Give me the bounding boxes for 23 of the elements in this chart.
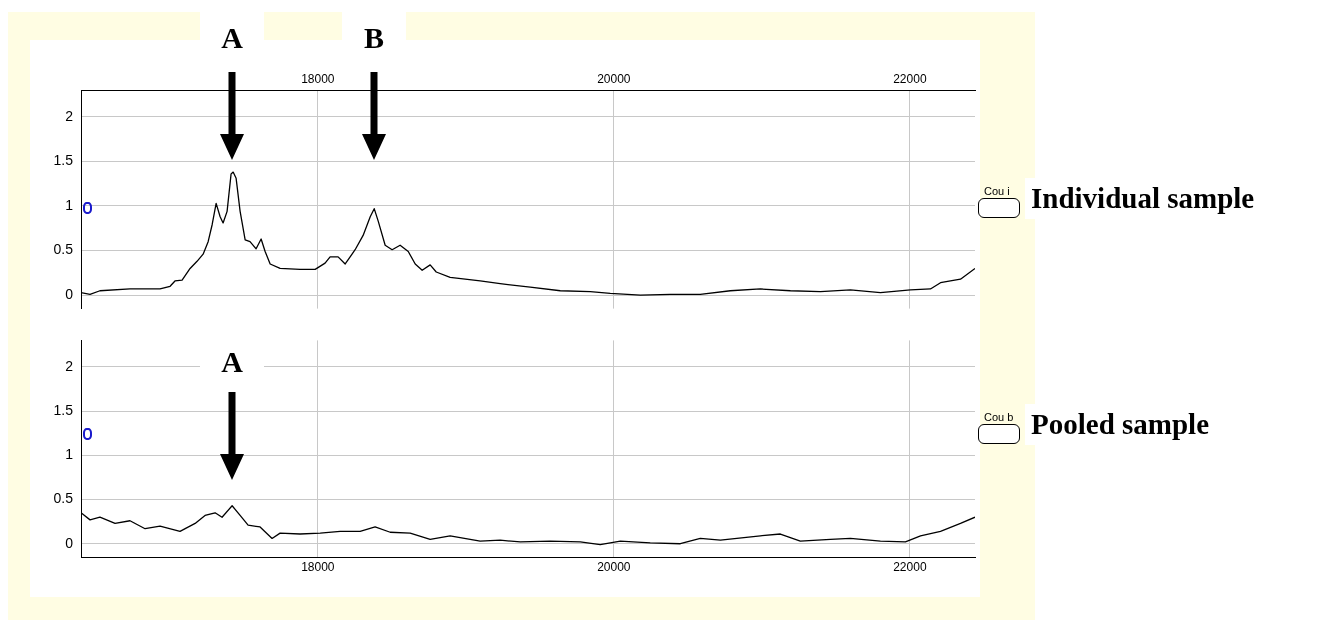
x-tick-label: 22000 xyxy=(893,72,927,87)
text: Individual sample xyxy=(1025,178,1261,219)
x-tick-label: 22000 xyxy=(893,559,927,574)
text: Pooled sample xyxy=(1025,404,1216,445)
text: B xyxy=(342,12,406,64)
y-tick-label: 2 xyxy=(65,107,74,124)
text: A xyxy=(200,12,264,64)
y-tick-label: 0.5 xyxy=(53,241,74,258)
y-tick-label: 0 xyxy=(65,534,74,551)
y-tick-label: 1.5 xyxy=(53,401,74,418)
x-tick-label: 20000 xyxy=(597,72,631,87)
text: Cou i xyxy=(984,185,1010,197)
y-tick-label: 1.5 xyxy=(53,152,74,169)
y-tick-label: 0.5 xyxy=(53,490,74,507)
x-tick-label: 18000 xyxy=(301,72,335,87)
y-tick-label: 0 xyxy=(65,286,74,303)
y-tick-label: 1 xyxy=(65,446,74,463)
y-tick-label: 1 xyxy=(65,196,74,213)
x-tick-label: 20000 xyxy=(597,559,631,574)
x-tick-label: 18000 xyxy=(301,559,335,574)
annotation: A xyxy=(200,336,264,388)
text: Cou b xyxy=(984,411,1014,423)
y-tick-label: 2 xyxy=(65,357,74,374)
